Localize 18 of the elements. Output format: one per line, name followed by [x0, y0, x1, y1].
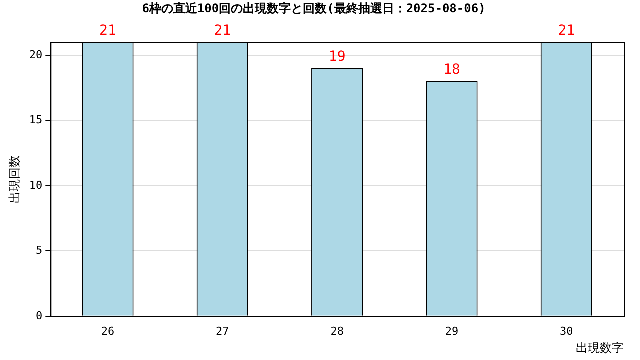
x-tick-label: 28 [330, 324, 344, 338]
chart-title: 6枠の直近100回の出現数字と回数(最終抽選日：2025-08-06) [142, 1, 486, 16]
x-tick-label: 27 [216, 324, 230, 338]
data-label: 18 [444, 62, 460, 78]
x-tick-label: 26 [101, 324, 115, 338]
data-label: 19 [328, 49, 346, 66]
x-axis-title: 出現数字 [576, 340, 624, 355]
y-tick-label: 10 [29, 178, 43, 192]
y-tick-label: 15 [29, 114, 43, 127]
x-tick-label: 30 [560, 324, 574, 338]
y-tick-label: 20 [29, 48, 43, 62]
data-label: 21 [214, 23, 232, 40]
data-label: 21 [558, 23, 576, 40]
x-tick-label: 29 [445, 324, 459, 338]
data-label: 21 [100, 23, 116, 40]
y-tick-label: 0 [36, 309, 43, 322]
y-axis-title: 出現回数 [7, 155, 22, 204]
y-tick-label: 5 [36, 244, 43, 258]
